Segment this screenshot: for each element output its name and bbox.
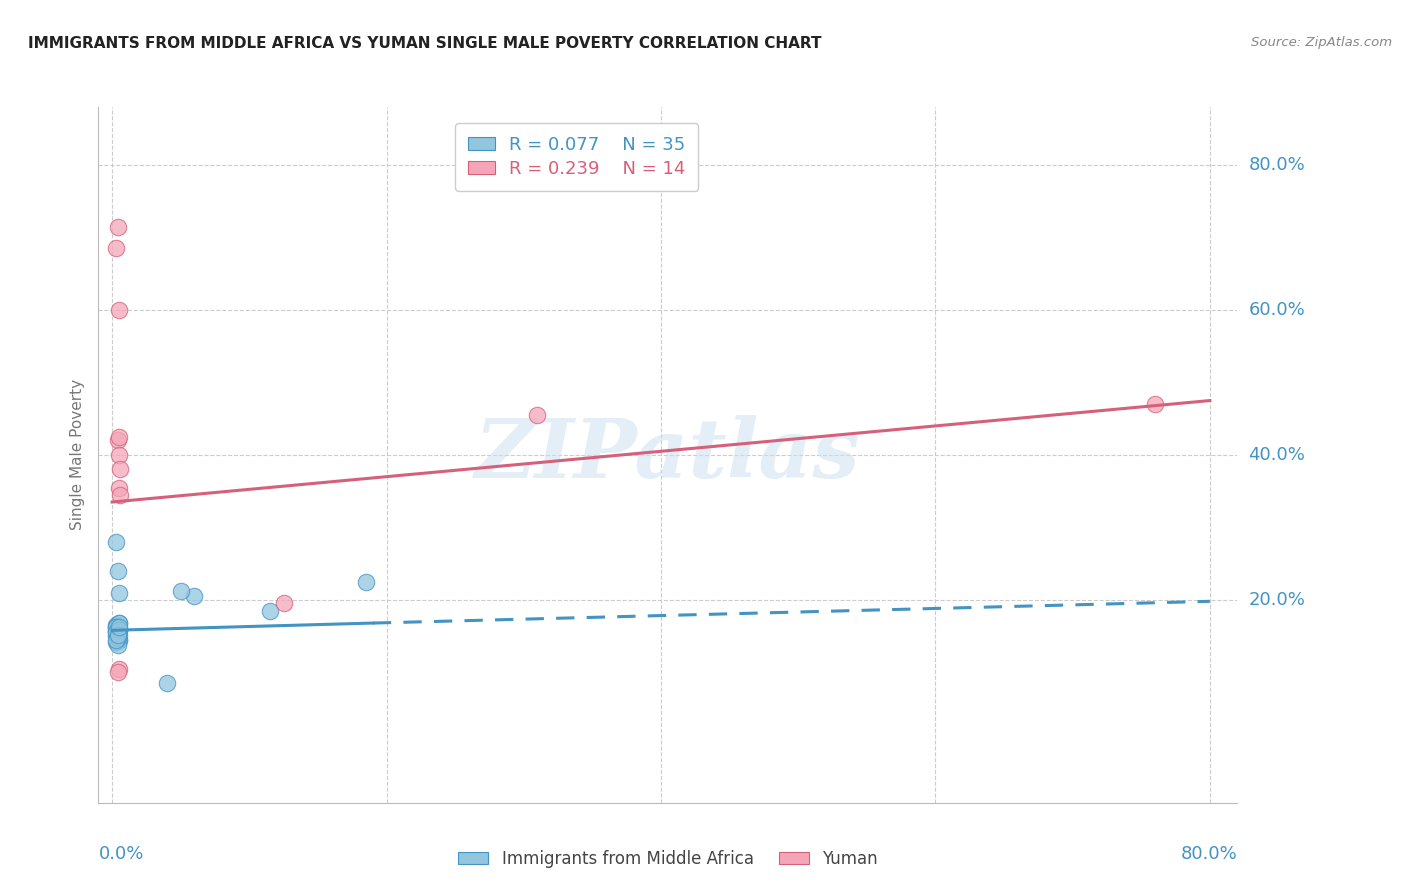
Point	[1143, 397, 1166, 411]
Point	[107, 620, 129, 634]
Point	[107, 631, 129, 645]
Point	[107, 434, 129, 448]
Text: 0.0%: 0.0%	[98, 845, 143, 863]
Text: 80.0%: 80.0%	[1249, 156, 1305, 174]
Point	[108, 620, 131, 634]
Point	[108, 624, 131, 638]
Point	[105, 620, 128, 634]
Point	[105, 625, 128, 640]
Point	[107, 631, 129, 645]
Text: 80.0%: 80.0%	[1181, 845, 1237, 863]
Point	[156, 676, 179, 690]
Point	[105, 624, 128, 638]
Text: IMMIGRANTS FROM MIDDLE AFRICA VS YUMAN SINGLE MALE POVERTY CORRELATION CHART: IMMIGRANTS FROM MIDDLE AFRICA VS YUMAN S…	[28, 36, 821, 51]
Point	[105, 620, 128, 634]
Point	[107, 628, 129, 642]
Point	[108, 585, 131, 599]
Point	[108, 448, 131, 462]
Point	[107, 631, 129, 645]
Point	[108, 430, 131, 444]
Point	[105, 618, 128, 632]
Text: 20.0%: 20.0%	[1249, 591, 1305, 609]
Point	[259, 604, 281, 618]
Text: 40.0%: 40.0%	[1249, 446, 1305, 464]
Point	[108, 622, 131, 636]
Text: 60.0%: 60.0%	[1249, 301, 1305, 319]
Point	[107, 638, 129, 652]
Point	[108, 615, 131, 630]
Legend: Immigrants from Middle Africa, Yuman: Immigrants from Middle Africa, Yuman	[451, 843, 884, 874]
Point	[170, 584, 193, 599]
Text: Source: ZipAtlas.com: Source: ZipAtlas.com	[1251, 36, 1392, 49]
Point	[108, 632, 131, 647]
Point	[107, 628, 129, 642]
Point	[107, 564, 129, 578]
Point	[526, 408, 548, 422]
Point	[107, 625, 129, 640]
Point	[105, 534, 128, 549]
Point	[354, 574, 377, 589]
Point	[107, 665, 129, 680]
Point	[108, 628, 131, 642]
Point	[108, 481, 131, 495]
Point	[108, 624, 131, 638]
Point	[108, 615, 131, 630]
Point	[105, 625, 128, 640]
Point	[110, 488, 132, 502]
Point	[110, 462, 132, 476]
Point	[105, 632, 128, 647]
Point	[107, 625, 129, 640]
Point	[107, 219, 129, 234]
Point	[108, 303, 131, 318]
Point	[108, 662, 131, 676]
Point	[105, 629, 128, 643]
Point	[183, 589, 205, 603]
Point	[273, 597, 295, 611]
Y-axis label: Single Male Poverty: Single Male Poverty	[69, 379, 84, 531]
Point	[108, 632, 131, 647]
Text: ZIPatlas: ZIPatlas	[475, 415, 860, 495]
Point	[105, 635, 128, 649]
Point	[105, 241, 128, 255]
